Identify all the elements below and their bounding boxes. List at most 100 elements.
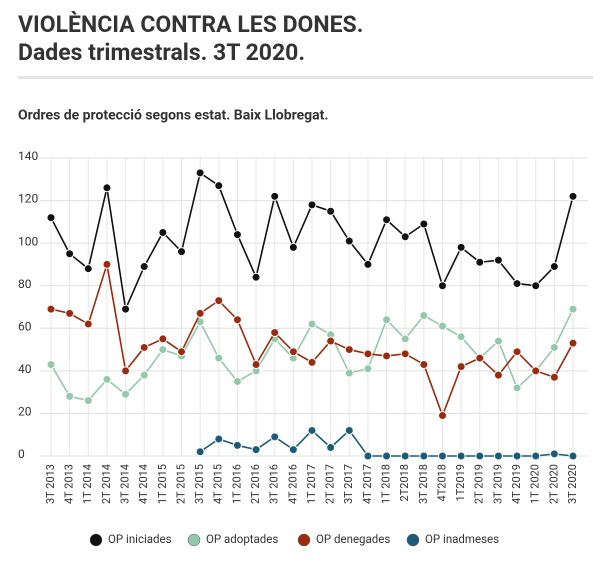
data-point bbox=[400, 232, 410, 242]
data-point bbox=[270, 328, 280, 338]
x-tick-label: 4T 2017 bbox=[361, 464, 374, 504]
data-point bbox=[475, 257, 485, 267]
data-point bbox=[549, 372, 559, 382]
data-point bbox=[83, 264, 93, 274]
data-point bbox=[549, 449, 559, 459]
data-point bbox=[121, 366, 131, 376]
data-point bbox=[270, 191, 280, 201]
data-point bbox=[177, 347, 186, 357]
data-point bbox=[419, 359, 429, 369]
data-point bbox=[232, 230, 242, 240]
data-point bbox=[493, 336, 503, 346]
data-point bbox=[195, 168, 205, 178]
data-point bbox=[121, 389, 131, 399]
data-point bbox=[83, 396, 93, 406]
x-tick-label: 2T 2016 bbox=[249, 464, 262, 504]
data-point bbox=[512, 451, 522, 461]
data-point bbox=[438, 451, 447, 461]
data-point bbox=[344, 368, 354, 378]
data-point bbox=[214, 434, 224, 444]
data-point bbox=[102, 183, 112, 193]
data-point bbox=[232, 315, 242, 325]
data-point bbox=[363, 259, 373, 269]
data-point bbox=[214, 181, 224, 191]
x-tick-label: 3T 2020 bbox=[566, 464, 579, 504]
data-point bbox=[65, 391, 75, 401]
data-point bbox=[512, 383, 522, 393]
y-tick-label: 100 bbox=[18, 234, 38, 248]
data-point bbox=[139, 370, 149, 380]
data-point bbox=[456, 362, 466, 372]
x-tick-label: 1T 2016 bbox=[230, 464, 243, 504]
data-point bbox=[307, 357, 317, 367]
x-tick-label: 1T2019 bbox=[454, 464, 467, 501]
header-rule bbox=[18, 76, 593, 79]
data-point bbox=[83, 319, 93, 329]
x-tick-label: 2T 2017 bbox=[324, 464, 337, 504]
data-point bbox=[512, 279, 522, 289]
data-point bbox=[363, 349, 373, 359]
data-point bbox=[531, 366, 541, 376]
x-tick-label: 3T 2015 bbox=[193, 464, 206, 504]
y-tick-label: 0 bbox=[18, 447, 25, 461]
x-tick-label: 3T 2019 bbox=[491, 464, 504, 504]
data-point bbox=[512, 347, 522, 357]
data-point bbox=[568, 191, 578, 201]
data-point bbox=[307, 319, 317, 329]
data-point bbox=[158, 345, 168, 355]
data-point bbox=[139, 262, 149, 272]
legend-marker bbox=[89, 533, 103, 547]
legend: OP iniciades OP adoptades OP denegades OP i… bbox=[89, 532, 499, 547]
data-point bbox=[438, 411, 447, 421]
data-point bbox=[288, 347, 298, 357]
legend-marker bbox=[406, 533, 420, 547]
data-point bbox=[214, 296, 224, 306]
y-tick-label: 60 bbox=[18, 319, 32, 333]
x-tick-label: 3T 2018 bbox=[417, 464, 430, 504]
data-point bbox=[251, 445, 261, 455]
data-point bbox=[493, 451, 503, 461]
data-point bbox=[232, 377, 242, 386]
legend-label: OP denegades bbox=[316, 532, 390, 546]
data-point bbox=[438, 281, 447, 291]
data-point bbox=[102, 374, 112, 384]
data-point bbox=[456, 451, 466, 461]
data-point bbox=[475, 353, 485, 363]
x-tick-label: 4T 2019 bbox=[510, 464, 523, 504]
data-point bbox=[46, 213, 56, 223]
x-tick-label: 4T 2013 bbox=[63, 464, 76, 504]
page-subtitle: Dades trimestrals. 3T 2020. bbox=[18, 39, 305, 66]
x-tick-label: 2T 2019 bbox=[473, 464, 486, 504]
data-point bbox=[195, 308, 205, 318]
legend-label: OP adoptades bbox=[206, 532, 278, 546]
data-point bbox=[493, 255, 503, 265]
x-tick-label: 1T 2017 bbox=[305, 464, 318, 504]
data-point bbox=[102, 259, 112, 269]
y-tick-label: 80 bbox=[18, 277, 32, 291]
data-point bbox=[251, 359, 261, 369]
data-point bbox=[363, 451, 373, 461]
data-point bbox=[326, 206, 336, 216]
data-point bbox=[139, 342, 149, 352]
data-point bbox=[158, 228, 168, 237]
data-point bbox=[531, 451, 541, 461]
data-point bbox=[493, 370, 503, 380]
data-point bbox=[344, 345, 354, 355]
data-point bbox=[419, 311, 429, 321]
data-point bbox=[382, 315, 392, 325]
x-tick-label: 3T 2013 bbox=[44, 464, 57, 504]
data-point bbox=[400, 349, 410, 359]
data-point bbox=[549, 342, 559, 352]
data-point bbox=[568, 338, 578, 348]
x-tick-label: 1T 2015 bbox=[156, 464, 169, 504]
data-point bbox=[549, 262, 559, 272]
data-point bbox=[456, 242, 466, 252]
x-tick-label: 4T 2014 bbox=[137, 464, 150, 504]
data-point bbox=[400, 334, 410, 344]
x-tick-label: 3T 2017 bbox=[342, 464, 355, 504]
x-tick-label: 1T 2020 bbox=[529, 464, 542, 504]
data-point bbox=[251, 272, 261, 282]
data-point bbox=[382, 451, 392, 461]
y-tick-label: 40 bbox=[18, 362, 32, 376]
